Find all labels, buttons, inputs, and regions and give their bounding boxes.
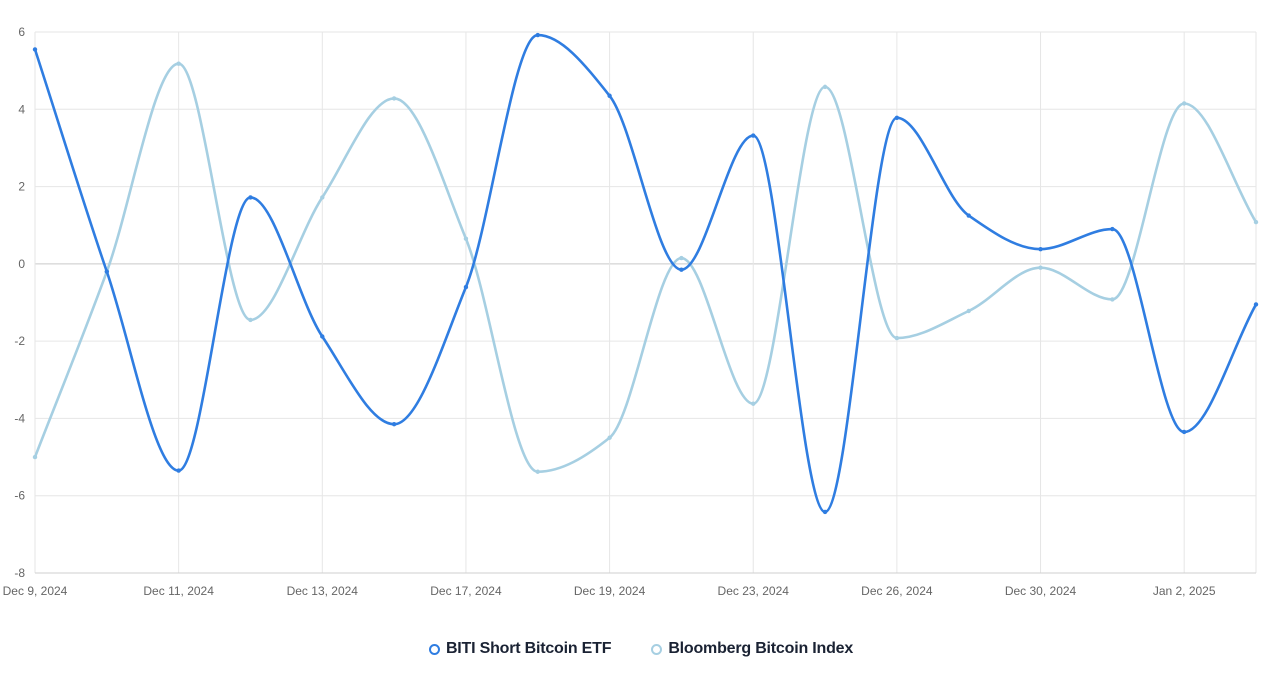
data-point-1 <box>1253 219 1259 225</box>
data-point-0 <box>894 115 900 120</box>
y-tick-label: -2 <box>14 334 25 348</box>
data-point-0 <box>463 284 469 290</box>
legend-marker-bloomberg-icon <box>651 643 663 655</box>
data-point-1 <box>176 61 181 66</box>
data-point-0 <box>1110 226 1115 232</box>
series-line-1 <box>33 62 1258 474</box>
data-point-1 <box>1038 265 1043 270</box>
x-tick-label: Dec 23, 2024 <box>718 584 790 598</box>
data-point-0 <box>104 269 110 274</box>
data-point-1 <box>966 308 971 314</box>
x-tick-label: Dec 17, 2024 <box>430 584 502 598</box>
series-line-0 <box>33 33 1258 514</box>
legend-marker-biti-icon <box>428 643 440 655</box>
y-tick-label: 0 <box>18 257 25 271</box>
x-tick-label: Dec 11, 2024 <box>143 584 214 598</box>
data-point-0 <box>751 133 756 138</box>
legend-item-biti[interactable]: BITI Short Bitcoin ETF <box>428 640 612 658</box>
x-tick-label: Jan 2, 2025 <box>1153 584 1216 598</box>
data-point-1 <box>463 236 469 241</box>
x-tick-label: Dec 9, 2024 <box>3 584 68 598</box>
data-point-0 <box>248 195 253 200</box>
line-chart: 6 4 2 0 -2 -4 -6 -8 Dec 9, 2024 Dec 11, 2024 Dec 1… <box>3 25 1259 598</box>
data-point-0 <box>391 422 397 427</box>
y-tick-label: -8 <box>14 566 25 580</box>
x-tick-label: Dec 13, 2024 <box>287 584 359 598</box>
legend-item-bloomberg[interactable]: Bloomberg Bitcoin Index <box>651 640 853 658</box>
data-point-0 <box>1038 246 1043 252</box>
y-tick-label: 2 <box>18 180 25 194</box>
data-point-1 <box>679 255 684 261</box>
y-tick-label: 4 <box>18 102 25 116</box>
data-point-0 <box>822 509 828 515</box>
y-tick-label: -6 <box>14 489 25 503</box>
data-point-0 <box>535 32 540 38</box>
x-tick-label: Dec 30, 2024 <box>1005 584 1077 598</box>
data-point-0 <box>607 93 612 98</box>
data-point-1 <box>32 454 38 460</box>
data-point-0 <box>1181 429 1187 435</box>
data-point-1 <box>1181 101 1187 106</box>
data-point-0 <box>32 47 38 52</box>
data-point-1 <box>248 317 253 323</box>
data-point-0 <box>966 213 971 218</box>
data-point-0 <box>1253 302 1259 307</box>
data-point-1 <box>751 401 756 406</box>
data-point-1 <box>894 335 900 341</box>
data-point-1 <box>1110 297 1115 302</box>
legend-label-bloomberg: Bloomberg Bitcoin Index <box>668 640 854 657</box>
data-point-0 <box>320 334 325 339</box>
chart-legend: BITI Short Bitcoin ETF Bloomberg Bitcoin… <box>0 640 1282 658</box>
data-point-1 <box>607 435 612 440</box>
legend-label-biti: BITI Short Bitcoin ETF <box>445 640 612 657</box>
data-point-1 <box>535 469 540 474</box>
data-point-1 <box>822 84 828 90</box>
x-tick-label: Dec 26, 2024 <box>861 584 933 598</box>
x-tick-label: Dec 19, 2024 <box>574 584 646 598</box>
data-point-0 <box>679 267 684 272</box>
data-point-1 <box>391 96 397 101</box>
y-tick-label: -4 <box>14 411 25 425</box>
data-point-0 <box>176 468 181 473</box>
data-point-1 <box>320 195 325 200</box>
y-tick-label: 6 <box>18 25 25 39</box>
